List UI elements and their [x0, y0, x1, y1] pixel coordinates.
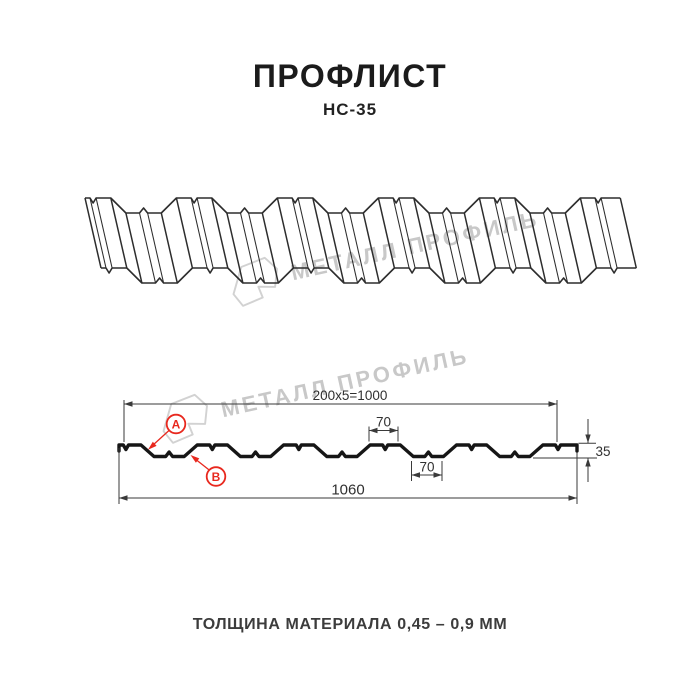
perspective-view	[84, 197, 638, 284]
dim-label-rib-top-width: 70	[376, 415, 391, 430]
label-b-badge	[205, 466, 227, 487]
thickness-note: ТОЛЩИНА МАТЕРИАЛА 0,45 – 0,9 ММ	[192, 616, 508, 633]
metall-profil-logo-icon	[162, 393, 208, 444]
dim-label-working-width: 200x5=1000	[313, 388, 388, 403]
dim-label-rib-bottom-width: 70	[419, 460, 434, 475]
point-labels: А В	[148, 413, 227, 487]
label-a-letter: А	[172, 417, 181, 431]
metall-profil-logo-icon	[232, 256, 278, 307]
label-a-badge	[165, 413, 187, 435]
dimension-lines	[118, 400, 597, 504]
dim-label-profile-height: 35	[596, 444, 611, 459]
page-subtitle: НС-35	[322, 100, 378, 119]
dim-label-total-width: 1060	[331, 482, 364, 499]
watermark-bottom: МЕТАЛЛ ПРОФИЛЬ	[151, 333, 474, 447]
label-b-letter: В	[212, 470, 221, 484]
cross-section-view	[117, 443, 579, 459]
page-title: ПРОФЛИСТ	[252, 58, 448, 94]
watermark-top: МЕТАЛЛ ПРОФИЛЬ	[221, 196, 544, 310]
